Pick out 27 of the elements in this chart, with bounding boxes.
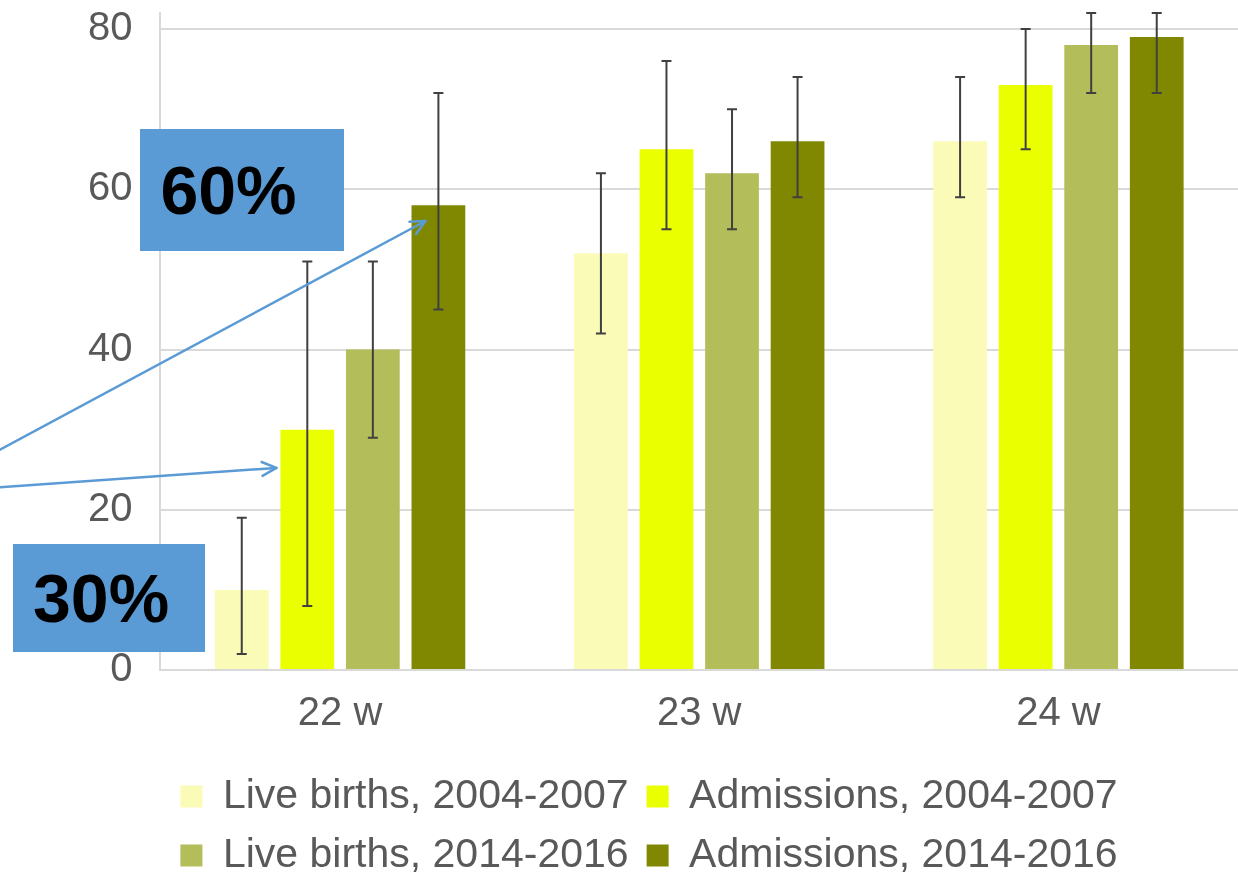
annotation: 30% bbox=[32, 560, 170, 636]
bar bbox=[411, 205, 466, 669]
legend-label: Live births, 2004-2007 bbox=[222, 770, 629, 817]
annotation: 60% bbox=[159, 152, 297, 228]
bar bbox=[933, 141, 987, 669]
callout-box: 30% bbox=[13, 544, 205, 652]
bar bbox=[280, 429, 335, 669]
y-tick-label: 60 bbox=[87, 164, 133, 209]
y-tick-label: 20 bbox=[87, 484, 133, 529]
x-tick-label: 23 w bbox=[657, 689, 742, 734]
bar bbox=[574, 253, 628, 669]
bar bbox=[998, 85, 1053, 669]
bar bbox=[345, 349, 400, 669]
x-tick-label: 22 w bbox=[297, 689, 383, 734]
bar bbox=[1129, 37, 1184, 669]
bar bbox=[1064, 45, 1119, 669]
legend-label: Admissions, 2014-2016 bbox=[689, 829, 1118, 876]
y-tick-label: 40 bbox=[87, 324, 133, 369]
legend-label: Admissions, 2004-2007 bbox=[689, 770, 1118, 817]
bar bbox=[639, 149, 694, 669]
legend-label: Live births, 2014-2016 bbox=[222, 829, 629, 876]
bar bbox=[705, 173, 759, 669]
callout-box: 60% bbox=[140, 129, 345, 251]
y-tick-label: 80 bbox=[87, 4, 133, 49]
x-tick-label: 24 w bbox=[1016, 689, 1101, 734]
bar bbox=[770, 141, 825, 669]
bar bbox=[214, 589, 269, 669]
